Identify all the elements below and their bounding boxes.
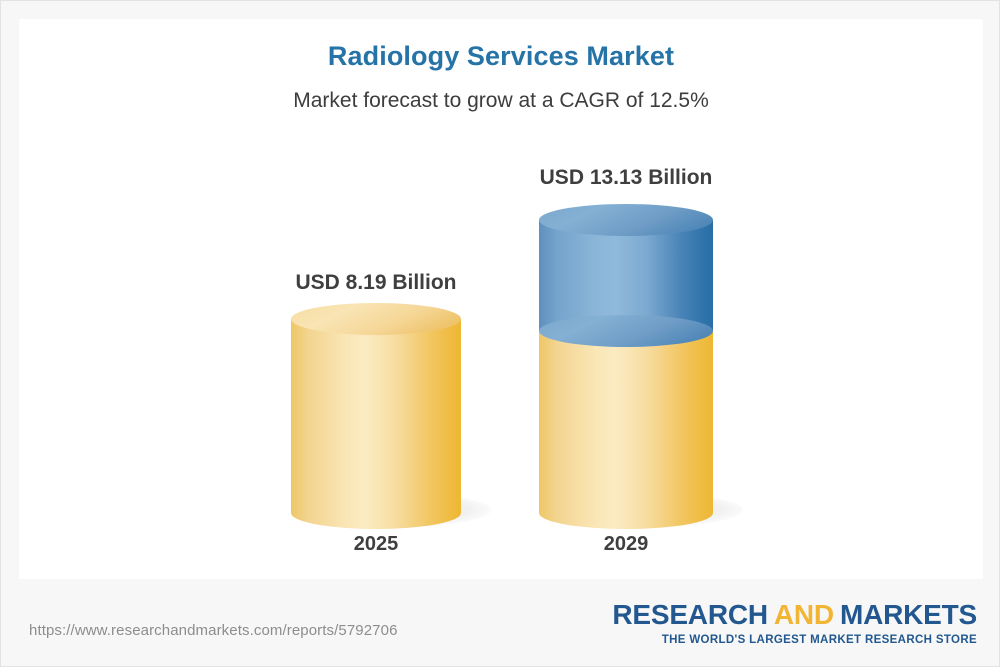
page-title: Radiology Services Market	[327, 41, 675, 71]
plot-area-background	[19, 19, 983, 579]
bar-value-label-2025: USD 8.19 Billion	[295, 271, 457, 294]
logo-word-markets: MARKETS	[839, 599, 977, 630]
bar-segment-upper-2029	[539, 220, 713, 331]
category-label-2029: 2029	[603, 533, 649, 555]
bar-value-label-2029: USD 13.13 Billion	[539, 166, 713, 189]
source-url[interactable]: https://www.researchandmarkets.com/repor…	[29, 622, 398, 639]
logo-wordmark: RESEARCH AND MARKETS	[612, 601, 977, 629]
category-label-2025: 2025	[353, 533, 399, 555]
bar-body-2025	[291, 319, 461, 513]
logo-tagline: THE WORLD'S LARGEST MARKET RESEARCH STOR…	[661, 634, 977, 646]
bar-cap-2029	[539, 204, 713, 236]
researchandmarkets-logo[interactable]: RESEARCH AND MARKETS THE WORLD'S LARGEST M…	[612, 601, 977, 647]
chart-subtitle: Market forecast to grow at a CAGR of 12.…	[293, 89, 709, 112]
logo-word-and: AND	[773, 599, 834, 630]
bar-segment-lower-2029	[539, 331, 713, 513]
bar-segment-divider-2029	[539, 315, 713, 347]
bar-cap-2025	[291, 303, 461, 335]
logo-word-research: RESEARCH	[612, 599, 768, 630]
bar-foot-2029	[539, 497, 713, 529]
bar-foot-2025	[291, 497, 461, 529]
